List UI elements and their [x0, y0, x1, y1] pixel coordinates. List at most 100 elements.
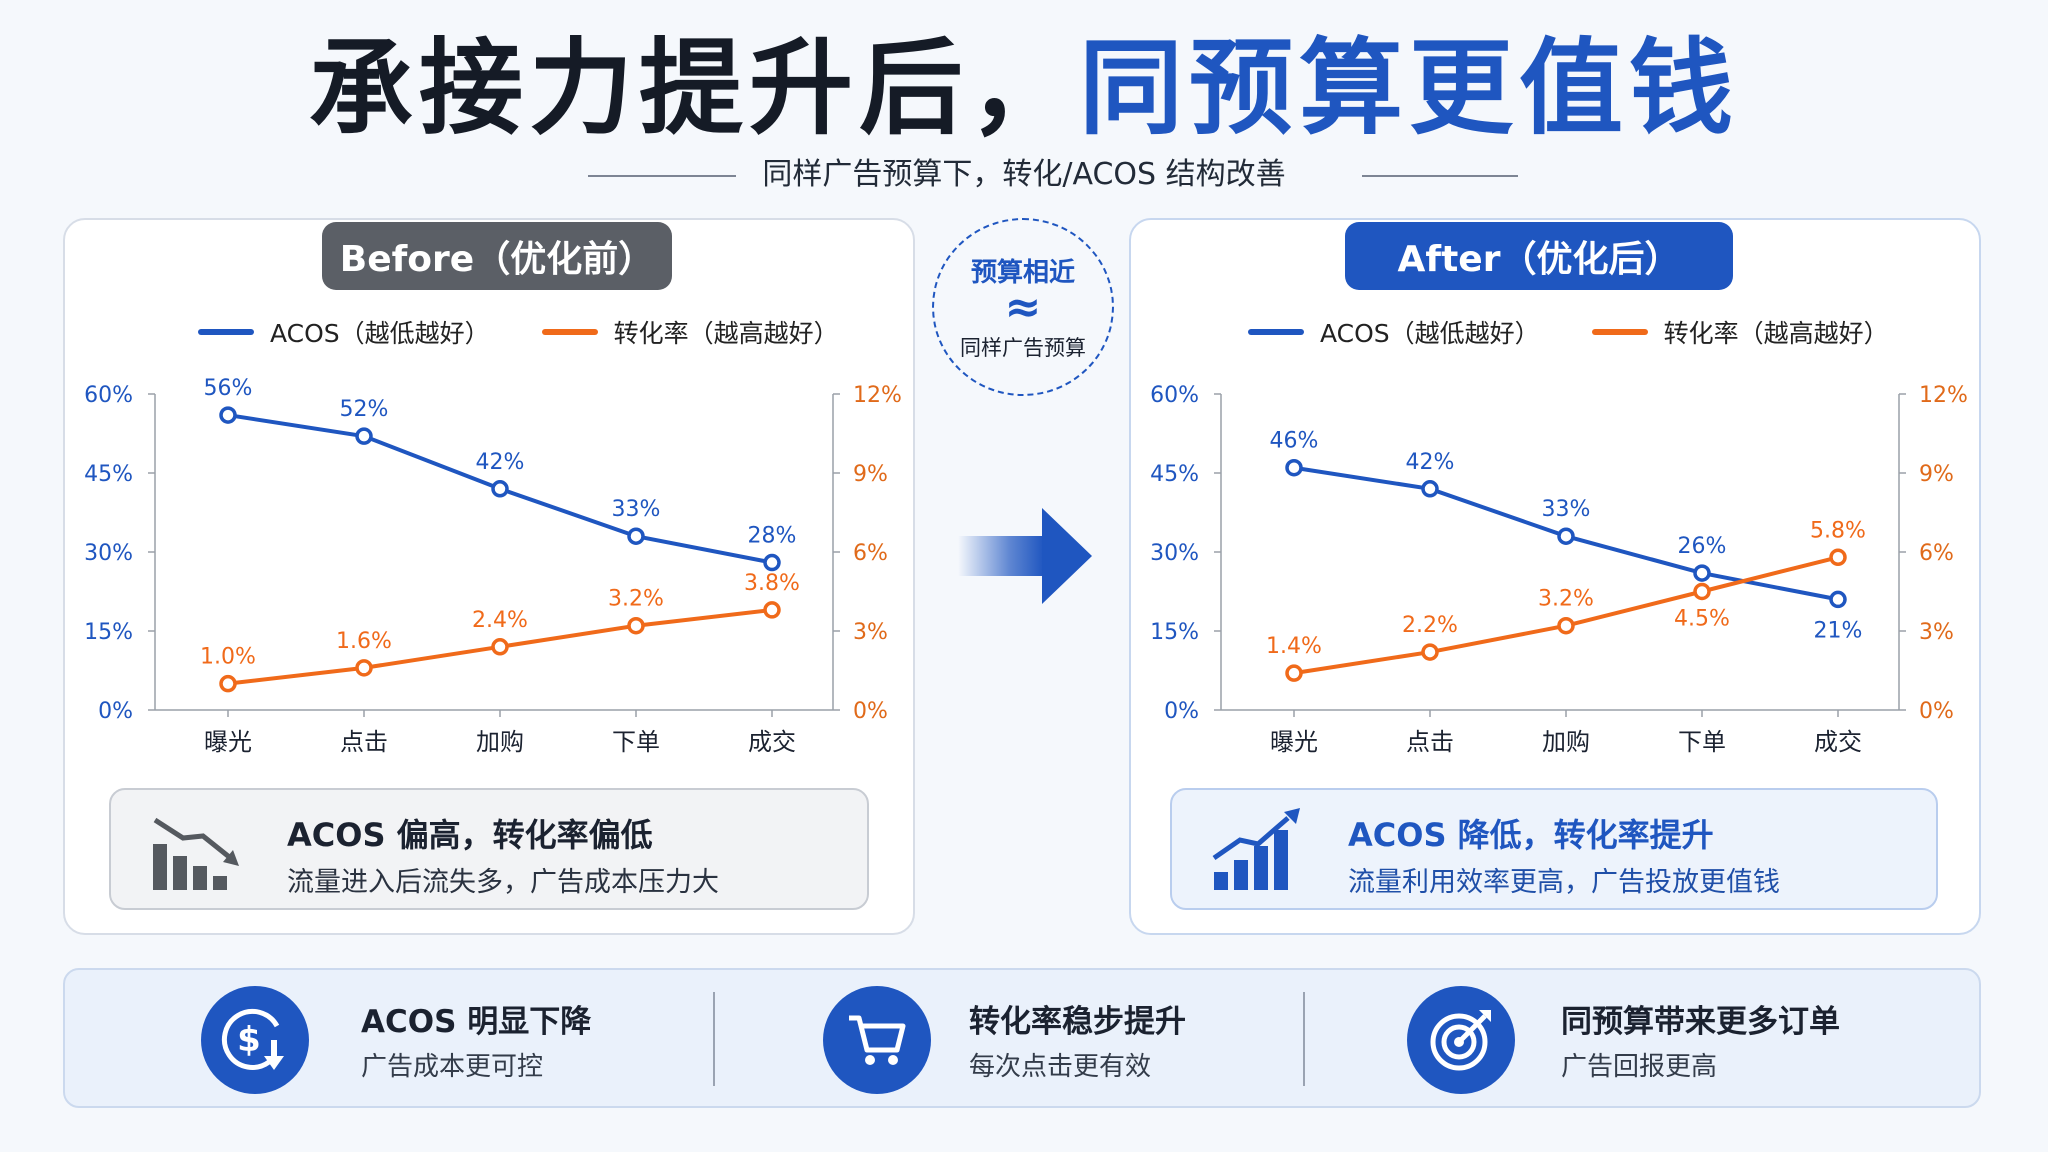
subtitle-rule-left — [588, 175, 736, 177]
y-tick-label-left: 60% — [1150, 383, 1199, 408]
x-tick-label: 成交 — [748, 728, 796, 756]
conversion-line — [1293, 555, 1839, 676]
conversion-point — [763, 601, 781, 619]
x-tick-label: 曝光 — [204, 728, 252, 756]
x-tick-label: 下单 — [1678, 728, 1726, 756]
rising-bars-icon — [1212, 808, 1300, 890]
before-note-desc: 流量进入后流失多，广告成本压力大 — [287, 867, 719, 898]
conversion-point — [355, 659, 373, 677]
conversion-point — [491, 638, 509, 656]
conversion-point — [1285, 664, 1303, 682]
acos-point — [1829, 590, 1847, 609]
conversion-data-label: 1.0% — [200, 645, 256, 670]
x-tick-label: 点击 — [340, 728, 388, 756]
x-tick-label: 加购 — [1542, 728, 1590, 756]
y-tick-label-right: 9% — [853, 462, 888, 487]
x-tick-label: 下单 — [612, 728, 660, 756]
benefit-divider — [713, 992, 715, 1086]
legend-conversion: 转化率（越高越好） — [541, 314, 839, 350]
before-label: Before（优化前） — [322, 222, 672, 290]
y-tick-label-left: 30% — [1150, 541, 1199, 566]
conversion-point — [1557, 616, 1575, 635]
legend-acos-label: ACOS（越低越好） — [270, 319, 490, 348]
benefit-icon-circle: $ — [201, 986, 309, 1094]
conversion-data-label: 5.8% — [1810, 518, 1866, 543]
y-tick-label-right: 9% — [1919, 462, 1954, 487]
y-tick-label-left: 60% — [84, 383, 133, 408]
legend-acos-label: ACOS（越低越好） — [1320, 319, 1540, 348]
before-legend: ACOS（越低越好） 转化率（越高越好） — [198, 312, 891, 352]
benefit-title: 同预算带来更多订单 — [1561, 1004, 1840, 1040]
before-note: ACOS 偏高，转化率偏低 流量进入后流失多，广告成本压力大 — [109, 788, 869, 910]
y-tick-label-right: 6% — [1919, 541, 1954, 566]
conversion-data-label: 3.2% — [608, 587, 664, 612]
acos-point — [491, 480, 509, 498]
acos-point — [1557, 527, 1575, 545]
acos-point — [1285, 458, 1303, 477]
legend-conversion: 转化率（越高越好） — [1591, 314, 1889, 350]
dollar-down-icon: $ — [221, 1008, 284, 1070]
legend-conversion-swatch — [1591, 329, 1648, 335]
benefit-title: ACOS 明显下降 — [361, 1004, 592, 1040]
declining-bars-icon — [153, 817, 239, 890]
acos-data-label: 28% — [748, 524, 797, 549]
acos-point — [763, 553, 781, 572]
conversion-point — [1829, 548, 1847, 567]
y-tick-label-left: 15% — [84, 620, 133, 645]
legend-acos-swatch — [1248, 329, 1304, 335]
x-tick-label: 成交 — [1814, 728, 1862, 756]
benefits-bar: $ ACOS 明显下降 广告成本更可控 转化率稳步提升 每次点击更有效 — [63, 968, 1981, 1108]
conversion-data-label: 3.2% — [1538, 587, 1594, 612]
y-tick-label-left: 45% — [1150, 462, 1199, 487]
y-tick-label-left: 0% — [98, 699, 133, 724]
acos-data-label: 33% — [612, 497, 661, 522]
y-tick-label-right: 3% — [853, 620, 888, 645]
acos-data-label: 33% — [1542, 497, 1591, 522]
acos-data-label: 46% — [1270, 429, 1319, 454]
legend-acos-swatch — [198, 329, 254, 335]
badge-symbol: ≈ — [1004, 282, 1042, 333]
legend-acos: ACOS（越低越好） — [1248, 314, 1540, 350]
after-label: After（优化后） — [1345, 222, 1733, 290]
conversion-point — [219, 674, 237, 693]
svg-text:$: $ — [237, 1020, 261, 1060]
after-legend: ACOS（越低越好） 转化率（越高越好） — [1248, 312, 1941, 352]
y-tick-label-left: 15% — [1150, 620, 1199, 645]
conversion-point — [627, 616, 645, 635]
title-part2: 同预算更值钱 — [1079, 27, 1740, 149]
subtitle: 同样广告预算下，转化/ACOS 结构改善 — [762, 157, 1286, 192]
y-tick-label-left: 30% — [84, 541, 133, 566]
conversion-data-label: 1.6% — [336, 629, 392, 654]
y-tick-label-right: 0% — [853, 699, 888, 724]
legend-acos: ACOS（越低越好） — [198, 314, 490, 350]
benefit-divider — [1303, 992, 1305, 1086]
after-note-desc: 流量利用效率更高，广告投放更值钱 — [1348, 867, 1780, 898]
benefit-desc: 广告成本更可控 — [361, 1052, 544, 1082]
conversion-point — [1421, 643, 1439, 661]
x-tick-label: 加购 — [476, 728, 524, 756]
x-tick-label: 点击 — [1406, 728, 1454, 756]
y-tick-label-right: 3% — [1919, 620, 1954, 645]
before-note-title: ACOS 偏高，转化率偏低 — [287, 816, 653, 854]
page-title: 承接力提升后，同预算更值钱 — [0, 28, 2048, 148]
acos-data-label: 42% — [1406, 450, 1455, 475]
badge-line2: 同样广告预算 — [960, 336, 1086, 360]
subtitle-rule-right — [1362, 175, 1518, 177]
conversion-point — [1693, 582, 1711, 601]
badge-line1: 预算相近 — [970, 258, 1075, 288]
benefit-icon-circle — [1407, 986, 1515, 1094]
legend-conversion-label: 转化率（越高越好） — [613, 319, 839, 348]
conversion-data-label: 2.4% — [472, 608, 528, 633]
budget-similar-badge: 预算相近 ≈ 同样广告预算 — [932, 218, 1114, 396]
benefit-desc: 每次点击更有效 — [969, 1052, 1152, 1082]
after-chart: 0% 15% 30% 45% 60% 0% 3% 6% 9% 12% 曝光 点击 加购 下单 成交 46% 42… — [1150, 383, 1968, 756]
conversion-data-label: 1.4% — [1266, 634, 1322, 659]
title-part1: 承接力提升后， — [308, 27, 1079, 149]
y-tick-label-right: 0% — [1919, 699, 1954, 724]
acos-point — [627, 527, 645, 545]
benefit-title: 转化率稳步提升 — [969, 1004, 1186, 1040]
y-tick-label-right: 12% — [853, 383, 902, 408]
y-tick-label-right: 12% — [1919, 383, 1968, 408]
before-chart: 0% 15% 30% 45% 60% 0% 3% 6% 9% 12% 曝光 点击 加购 下单 成交 56% 52… — [84, 376, 902, 756]
shopping-cart-icon — [849, 1015, 906, 1065]
